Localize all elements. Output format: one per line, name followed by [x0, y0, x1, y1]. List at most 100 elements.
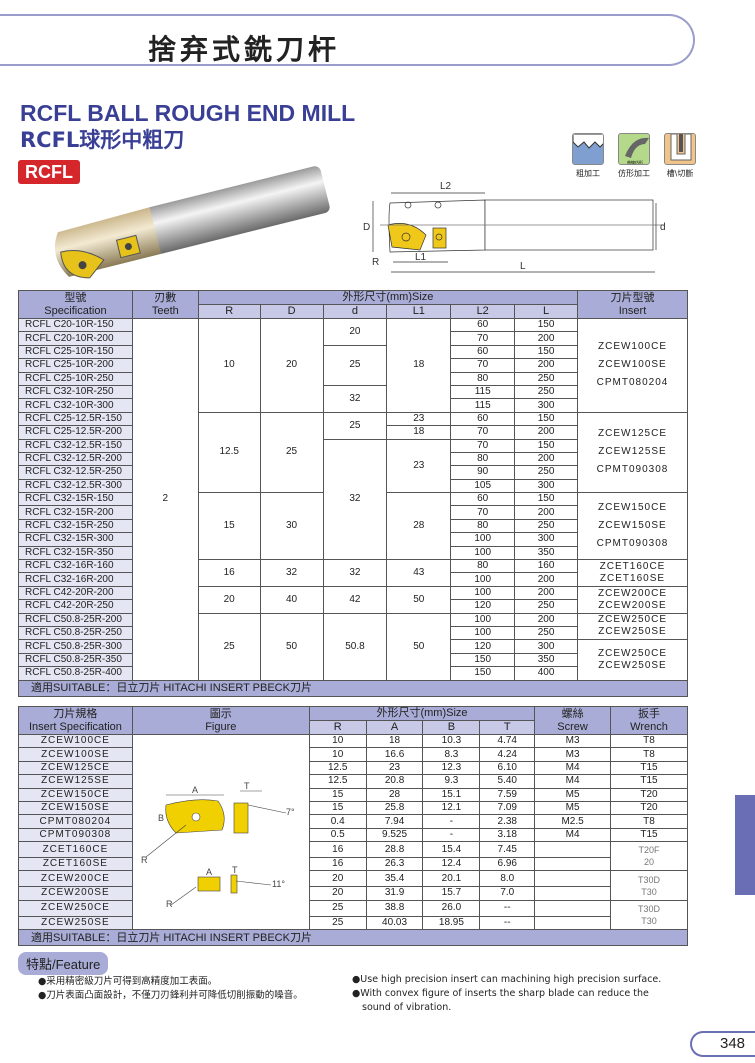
table-row: RCFL C32-15R-350 100 350 — [18, 545, 688, 561]
screw-cell — [534, 886, 611, 901]
table-row: RCFL C32-10R-250 32 115 250 — [18, 384, 688, 413]
screw-cell: M4 — [534, 827, 611, 843]
table-row: RCFL C42-20R-200 20 40 42 50 100 200 ZCEW200CE Z… — [18, 585, 688, 614]
L2-cell: 100 — [450, 625, 516, 641]
insert-spec-cell: CPMT080204 — [18, 814, 133, 829]
table-row: ZCET160SE 16 26.3 12.4 6.96 — [18, 857, 688, 872]
screw-cell: M3 — [534, 733, 611, 749]
D-cell: 50 — [259, 612, 324, 681]
insert-cell: ZCEW200CE ZCEW200SE — [577, 585, 688, 614]
table-row: ZCEW250SE 25 40.03 18.95 -- — [18, 915, 688, 931]
wrench-cell: T20 — [609, 787, 689, 802]
R-cell: 10 — [308, 747, 367, 762]
L-cell: 200 — [514, 505, 578, 520]
table-row: RCFL C50.8-25R-200 25 50 50.8 50 100 200 ZCEW25… — [18, 612, 688, 681]
B-cell: 12.1 — [422, 800, 481, 816]
svg-text:L2: L2 — [440, 181, 452, 192]
spec-cell: RCFL C50.8-25R-350 — [18, 652, 133, 668]
svg-text:11°: 11° — [272, 879, 285, 889]
application-icons: 粗加工 曲線仿形 仿形加工 槽\切斷 — [570, 133, 698, 179]
insert-spec-cell: ZCEW250CE — [18, 899, 133, 917]
spec-cell: RCFL C50.8-25R-300 — [18, 639, 133, 654]
product-title-cn: RCFL球形中粗刀 — [20, 128, 185, 152]
B-cell: - — [422, 827, 481, 843]
insert-spec-cell: ZCEW250SE — [18, 915, 133, 931]
D-cell: 40 — [259, 585, 324, 614]
spec-cell: RCFL C20-10R-150 — [18, 317, 133, 333]
table-row: RCFL C25-12.5R-150 12.5 25 25 23 60 150 ZCEW125… — [18, 411, 688, 494]
spec-cell: RCFL C50.8-25R-200 — [18, 612, 133, 627]
L-cell: 250 — [514, 465, 578, 480]
header-screw: 螺絲 Screw — [534, 706, 611, 735]
L1-cell: 18 — [386, 425, 452, 440]
screw-cell: M4 — [534, 760, 611, 776]
header-teeth: 刃數 Teeth — [131, 290, 199, 319]
insert-spec-cell: ZCEW150SE — [18, 800, 133, 816]
R-cell: 16 — [197, 559, 261, 587]
wrench-cell: T8 — [609, 747, 689, 762]
insert-model: ZCEW200CE — [597, 587, 667, 599]
B-cell: 12.3 — [422, 760, 481, 776]
wrench-cell: T20 — [609, 800, 689, 816]
title-banner — [0, 14, 695, 66]
col-T: T — [479, 720, 536, 735]
R-cell: 25 — [197, 612, 261, 681]
table-row: RCFL C32-10R-300 115 300 — [18, 398, 688, 413]
L1-cell: 50 — [386, 585, 452, 614]
copy-milling-icon: 曲線仿形 仿形加工 — [616, 133, 652, 179]
L-cell: 200 — [514, 451, 578, 467]
product-image — [55, 166, 330, 279]
L-cell: 300 — [514, 478, 578, 494]
spec-cell: RCFL C32-12.5R-250 — [18, 465, 133, 480]
T-cell: 4.74 — [479, 733, 536, 749]
wrench-cell: T8 — [609, 733, 689, 749]
section-tab — [735, 795, 755, 895]
spec-cell: RCFL C32-12.5R-300 — [18, 478, 133, 494]
L-cell: 200 — [514, 585, 578, 601]
series-badge: RCFL — [18, 160, 80, 184]
L1-cell: 43 — [386, 559, 452, 587]
insert-model: CPMT080204 — [596, 377, 669, 389]
wrench-cell: T15 — [609, 760, 689, 776]
header-insert-spec: 刀片規格 Insert Specification — [18, 706, 133, 735]
L-cell: 200 — [514, 358, 578, 373]
R-cell: 15 — [308, 800, 367, 816]
R-cell: 12.5 — [197, 411, 261, 494]
T-cell: 6.10 — [479, 760, 536, 776]
L-cell: 150 — [514, 317, 578, 333]
svg-text:T: T — [232, 865, 238, 875]
features-en: ●Use high precision insert can machining… — [352, 974, 662, 1013]
B-cell: 15.7 — [422, 886, 481, 901]
insert-cell: ZCEW150CE ZCEW150SE CPMT090308 — [577, 492, 688, 561]
L-cell: 200 — [514, 331, 578, 346]
spec-cell: RCFL C32-16R-200 — [18, 572, 133, 587]
d-cell: 50.8 — [322, 612, 388, 681]
header-spec: 型號 Specification — [18, 290, 133, 319]
page-title: 捨弃式銑刀杆 — [148, 33, 341, 66]
L-cell: 250 — [514, 599, 578, 614]
screw-cell: M4 — [534, 774, 611, 789]
d-cell: 32 — [322, 384, 388, 413]
d-cell: 32 — [322, 438, 388, 561]
spec-cell: RCFL C25-10R-250 — [18, 371, 133, 386]
table-row: RCFL C50.8-25R-350 150 350 — [18, 652, 688, 668]
svg-text:L: L — [520, 261, 526, 272]
svg-text:B: B — [158, 813, 164, 823]
L-cell: 350 — [514, 652, 578, 668]
L-cell: 200 — [514, 612, 578, 627]
insert-figure: A T B R 7° A T 11° R — [131, 734, 310, 930]
L2-cell: 60 — [450, 317, 516, 333]
d-cell: 32 — [322, 559, 388, 587]
L2-cell: 80 — [450, 559, 516, 574]
table-row: ZCEW100CE A T B R 7° A T 11° R 10 18 10.3 4.74 M3 T8 — [18, 733, 689, 930]
L2-cell: 60 — [450, 492, 516, 507]
icon-label: 槽\切斷 — [666, 169, 694, 178]
spec-cell: RCFL C25-10R-200 — [18, 358, 133, 373]
L2-cell: 80 — [450, 518, 516, 534]
insert-cell: ZCEW125CE ZCEW125SE CPMT090308 — [577, 411, 688, 494]
L-cell: 250 — [514, 371, 578, 386]
product-title-en: RCFL BALL ROUGH END MILL — [20, 100, 356, 126]
table-row: ZCET160CE 16 28.8 15.4 7.45 T20F 20 — [18, 841, 689, 872]
screw-cell: M5 — [534, 800, 611, 816]
spec-cell: RCFL C32-15R-300 — [18, 532, 133, 547]
